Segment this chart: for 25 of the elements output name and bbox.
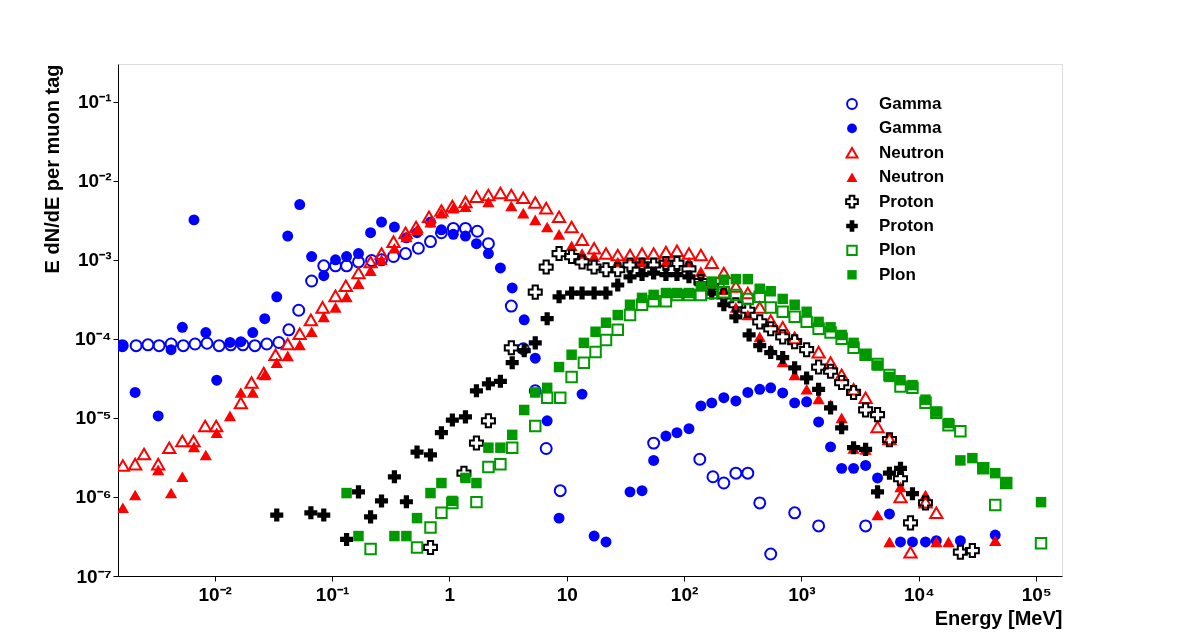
x-tick-label: 10 <box>556 583 578 605</box>
x-tick-label: 1 <box>444 583 456 605</box>
x-tick-label: 10⁵ <box>1021 583 1052 605</box>
x-tick-label: 10⁻¹ <box>315 583 350 605</box>
x-tick-label: 10⁴ <box>904 583 935 605</box>
y-tick-label: 10⁻⁷ <box>76 565 112 587</box>
y-tick-label: 10⁻⁶ <box>75 486 112 508</box>
legend-label: Gamma <box>879 94 942 113</box>
y-tick-label: 10⁻² <box>78 170 112 192</box>
legend-label: Neutron <box>879 142 945 162</box>
legend-label: Proton <box>879 191 934 211</box>
legend-label: Neutron <box>879 167 945 187</box>
y-tick-label: 10⁻⁴ <box>74 328 112 350</box>
x-axis-title: Energy [MeV] <box>934 606 1063 629</box>
x-tick-label: 10³ <box>788 583 816 605</box>
legend-label: PIon <box>879 264 916 284</box>
y-axis-title: E dN/dE per muon tag <box>40 64 63 274</box>
y-tick-label: 10⁻¹ <box>78 91 112 113</box>
x-tick-label: 10⁻² <box>198 583 232 605</box>
x-tick-label: 10² <box>670 583 699 605</box>
y-tick-label: 10⁻³ <box>78 249 112 271</box>
legend-label: Gamma <box>879 118 942 138</box>
legend-label: Proton <box>879 216 934 235</box>
legend-label: PIon <box>879 240 916 260</box>
y-tick-label: 10⁻⁵ <box>75 407 112 429</box>
